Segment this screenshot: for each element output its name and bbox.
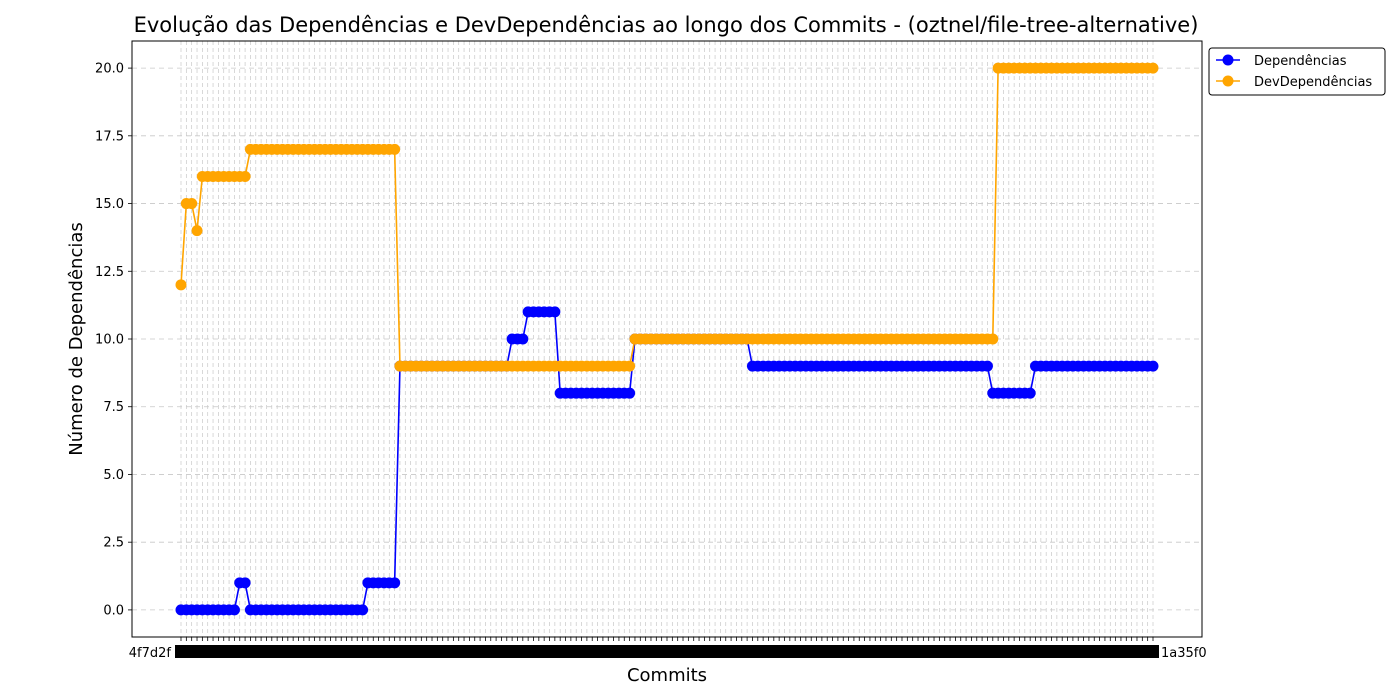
point-devdependencias [186, 198, 198, 210]
point-dependencias [517, 333, 529, 345]
point-devdependencias [987, 333, 999, 345]
y-tick-label: 0.0 [103, 603, 124, 618]
y-tick-label: 20.0 [95, 62, 124, 77]
point-dependencias [1147, 360, 1159, 372]
y-tick-label: 10.0 [95, 333, 124, 348]
series-layer [175, 62, 1159, 616]
y-tick-label: 17.5 [95, 129, 124, 144]
y-axis-label: Número de Dependências [66, 222, 87, 456]
x-tick-label-last: 1a35f0 [1161, 646, 1207, 661]
point-dependencias [228, 604, 240, 616]
y-tick-label: 7.5 [103, 400, 124, 415]
y-axis: 0.0 2.5 5.0 7.5 10.0 12.5 15.0 17.5 20.0 [95, 62, 132, 618]
point-dependencias [1024, 387, 1036, 399]
point-devdependencias [624, 360, 636, 372]
point-devdependencias [175, 279, 187, 291]
x-tick-label-band [175, 645, 1159, 658]
legend-marker-devdependencias [1222, 75, 1234, 87]
x-axis: 4f7d2f 1a35f0 [129, 637, 1207, 661]
point-dependencias [549, 306, 561, 318]
legend: Dependências DevDependências [1208, 47, 1386, 96]
point-dependencias [357, 604, 369, 616]
y-tick-label: 5.0 [103, 468, 124, 483]
point-devdependencias [191, 225, 203, 237]
x-axis-label: Commits [627, 665, 707, 686]
point-devdependencias [1147, 62, 1159, 74]
legend-box [1208, 47, 1386, 96]
y-tick-label: 12.5 [95, 265, 124, 280]
point-dependencias [389, 577, 401, 589]
point-dependencias [239, 577, 251, 589]
point-devdependencias [239, 170, 251, 182]
point-dependencias [981, 360, 993, 372]
legend-label-dependencias: Dependências [1254, 54, 1347, 69]
y-tick-label: 2.5 [103, 536, 124, 551]
legend-marker-dependencias [1222, 54, 1234, 66]
chart-title: Evolução das Dependências e DevDependênc… [134, 13, 1199, 37]
point-dependencias [624, 387, 636, 399]
point-devdependencias [389, 143, 401, 155]
legend-label-devdependencias: DevDependências [1254, 75, 1372, 90]
x-tick-label-first: 4f7d2f [129, 646, 172, 661]
y-tick-label: 15.0 [95, 197, 124, 212]
